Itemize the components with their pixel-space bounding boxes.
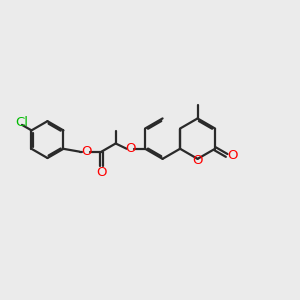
Text: O: O: [227, 149, 238, 162]
Text: O: O: [192, 154, 203, 167]
Text: O: O: [81, 145, 91, 158]
Text: O: O: [125, 142, 136, 155]
Text: O: O: [96, 166, 107, 179]
Text: Cl: Cl: [15, 116, 28, 129]
